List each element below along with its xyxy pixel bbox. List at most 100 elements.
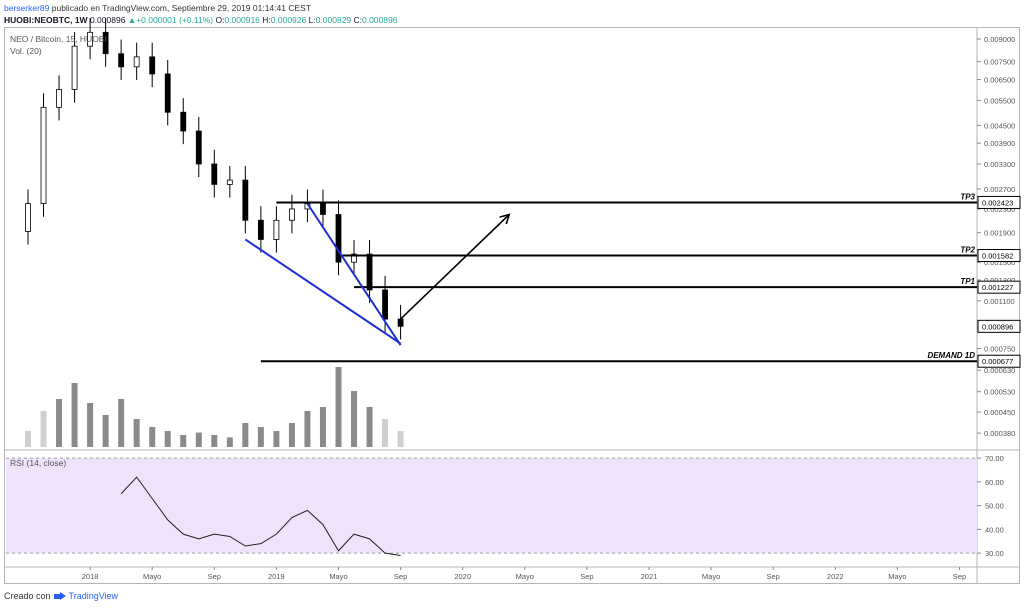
time-tick-label: Sep (580, 572, 593, 581)
price-tick-label: 0.000380 (984, 429, 1015, 438)
projection-arrow-head (499, 213, 511, 225)
close-value: 0.000896 (362, 15, 398, 25)
candle-body (195, 130, 202, 165)
time-tick-label: Mayo (143, 572, 161, 581)
time-tick-label: 2022 (827, 572, 844, 581)
publish-info: berserker89 publicado en TradingView.com… (4, 3, 311, 13)
created-with-text: Creado con (4, 591, 51, 601)
close-label: C: (353, 15, 363, 25)
tradingview-link[interactable]: TradingView (68, 591, 119, 601)
volume-bar (180, 435, 187, 447)
price-axis-tag-value: 0.001582 (982, 252, 1013, 261)
price-axis-tag-value: 0.002423 (982, 198, 1013, 207)
price-axis-tag (977, 280, 1021, 294)
wedge-upper-line (306, 203, 402, 346)
time-tick-label: Sep (394, 572, 407, 581)
volume-bar (56, 399, 63, 447)
high-label: H: (262, 15, 271, 25)
rsi-line (120, 476, 401, 556)
rsi-tick-label: 30.00 (985, 549, 1004, 558)
candle-body (366, 253, 373, 291)
rsi-tick-label: 60.00 (985, 478, 1004, 487)
candle-body (257, 219, 264, 240)
candle-body (320, 203, 326, 215)
price-tick-label: 0.002700 (984, 185, 1015, 194)
price-tick-label: 0.001100 (984, 297, 1015, 306)
candle-body (71, 45, 78, 90)
time-tick-label: Mayo (888, 572, 906, 581)
level-label: DEMAND 1D (927, 351, 975, 360)
candle-body (87, 31, 93, 47)
volume-bar (242, 423, 249, 447)
price-axis-tag (977, 319, 1021, 333)
price-axis-tag (977, 354, 1021, 368)
candle-body (56, 89, 62, 108)
volume-bar (25, 431, 31, 447)
volume-bar (87, 403, 94, 447)
author-link[interactable]: berserker89 (4, 3, 50, 13)
ohlc-header: HUOBI:NEOBTC, 1W 0.000896 ▲+0.000001 (+0… (4, 15, 397, 25)
price-tick-label: 0.001500 (984, 258, 1015, 267)
price-axis-tag-value: 0.000896 (982, 322, 1013, 331)
price-tick-label: 0.002300 (984, 205, 1015, 214)
volume-bar (164, 431, 171, 447)
time-tick-label: 2021 (641, 572, 658, 581)
volume-bar (304, 411, 311, 447)
time-tick-label: Mayo (702, 572, 720, 581)
rsi-tick-label: 70.00 (985, 454, 1004, 463)
price-tick-label: 0.004500 (984, 121, 1015, 130)
volume-bar (351, 391, 358, 447)
candle-body (273, 219, 280, 240)
volume-bar (335, 367, 342, 447)
price-tick-label: 0.001300 (984, 276, 1015, 285)
price-axis-tag (977, 195, 1021, 209)
publish-text: publicado en TradingView.com, Septiembre… (51, 3, 311, 13)
rsi-tick-label: 40.00 (985, 525, 1004, 534)
candle-body (149, 56, 156, 75)
time-tick-label: Mayo (329, 572, 347, 581)
footer: Creado con TradingView (4, 591, 118, 601)
volume-bar (118, 399, 125, 447)
price-tick-label: 0.005500 (984, 96, 1015, 105)
time-tick-label: Mayo (516, 572, 534, 581)
candle-body (164, 73, 171, 113)
open-label: O: (215, 15, 225, 25)
price-tick-label: 0.000450 (984, 408, 1015, 417)
candle-body (118, 53, 125, 68)
wedge-lower-line (244, 238, 402, 345)
candle-body (335, 214, 342, 263)
volume-legend: Vol. (20) (10, 46, 42, 56)
candle-body (226, 179, 233, 185)
level-label: TP3 (960, 192, 975, 201)
rsi-pane-title: RSI (14, close) (10, 458, 67, 468)
volume-bar (288, 423, 295, 447)
volume-bar (366, 407, 373, 447)
price-tick-label: 0.003300 (984, 160, 1015, 169)
volume-bar (40, 411, 47, 447)
change-value: +0.000001 (+0.11%) (136, 15, 214, 25)
price-tick-label: 0.000630 (984, 366, 1015, 375)
price-axis-tag-value: 0.001227 (982, 283, 1013, 292)
price-tick-label: 0.006500 (984, 76, 1015, 85)
price-tick-label: 0.000750 (984, 344, 1015, 353)
price-tick-label: 0.009000 (984, 35, 1015, 44)
volume-bar (226, 437, 233, 447)
price-axis-tag (977, 249, 1021, 263)
volume-bar (195, 432, 202, 447)
change-arrow-icon: ▲ (127, 15, 137, 25)
candle-body (397, 318, 404, 327)
volume-bar (211, 435, 218, 447)
rsi-tick-label: 50.00 (985, 502, 1004, 511)
tradingview-logo-icon (53, 592, 66, 600)
level-label: TP2 (960, 246, 975, 255)
symbol-label: HUOBI:NEOBTC, 1W (4, 15, 88, 25)
volume-bar (71, 383, 78, 447)
candle-body (25, 203, 31, 232)
time-tick-label: Sep (208, 572, 221, 581)
price-tick-label: 0.000530 (984, 388, 1015, 397)
volume-bar (257, 427, 264, 447)
price-tick-label: 0.003900 (984, 139, 1015, 148)
candle-body (102, 31, 109, 55)
level-label: TP1 (960, 277, 975, 286)
